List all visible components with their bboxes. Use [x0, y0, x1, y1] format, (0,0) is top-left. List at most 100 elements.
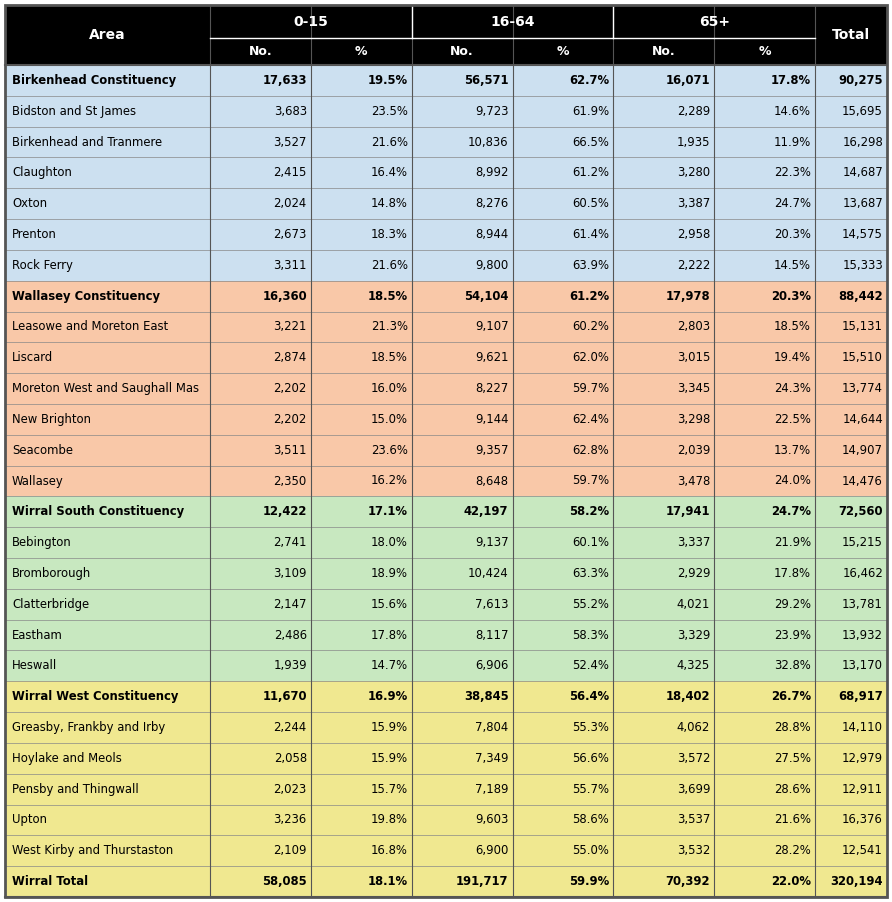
Text: 88,442: 88,442 [838, 290, 883, 302]
Text: 15.0%: 15.0% [371, 413, 408, 426]
Text: 16,298: 16,298 [842, 135, 883, 149]
Text: 14,476: 14,476 [842, 474, 883, 487]
Text: 62.0%: 62.0% [573, 351, 609, 364]
Text: 16,360: 16,360 [262, 290, 307, 302]
Text: 3,683: 3,683 [274, 105, 307, 118]
Text: 23.6%: 23.6% [371, 444, 408, 456]
Text: Leasowe and Moreton East: Leasowe and Moreton East [12, 320, 168, 334]
Text: 14,644: 14,644 [842, 413, 883, 426]
Text: 24.7%: 24.7% [774, 198, 811, 210]
Bar [5, 250, 887, 281]
Text: 17.8%: 17.8% [371, 629, 408, 641]
Bar [5, 496, 887, 528]
Bar [5, 96, 887, 126]
Text: 60.5%: 60.5% [573, 198, 609, 210]
Text: 12,911: 12,911 [842, 783, 883, 796]
Text: 6,906: 6,906 [475, 659, 508, 672]
Text: 22.5%: 22.5% [774, 413, 811, 426]
Text: 15.6%: 15.6% [371, 598, 408, 611]
Text: 8,944: 8,944 [475, 228, 508, 241]
Text: 13,774: 13,774 [842, 382, 883, 395]
Text: 8,992: 8,992 [475, 166, 508, 179]
Bar [5, 65, 887, 96]
Text: 2,058: 2,058 [274, 752, 307, 765]
Text: Wallasey Constituency: Wallasey Constituency [12, 290, 161, 302]
Text: 14,687: 14,687 [842, 166, 883, 179]
Bar [5, 866, 887, 897]
Text: 3,699: 3,699 [677, 783, 710, 796]
Text: 2,874: 2,874 [274, 351, 307, 364]
Text: Birkenhead Constituency: Birkenhead Constituency [12, 74, 177, 87]
Text: Rock Ferry: Rock Ferry [12, 259, 73, 272]
Text: 24.7%: 24.7% [771, 505, 811, 519]
Text: 3,298: 3,298 [677, 413, 710, 426]
Text: 19.5%: 19.5% [368, 74, 408, 87]
Text: 68,917: 68,917 [838, 690, 883, 704]
Text: 9,137: 9,137 [475, 536, 508, 549]
Text: 16-64: 16-64 [491, 14, 534, 29]
Text: 3,532: 3,532 [677, 844, 710, 857]
Text: 62.4%: 62.4% [573, 413, 609, 426]
Text: 62.8%: 62.8% [573, 444, 609, 456]
Text: 23.5%: 23.5% [371, 105, 408, 118]
Bar [5, 743, 887, 774]
Text: 20.3%: 20.3% [774, 228, 811, 241]
Text: 61.2%: 61.2% [569, 290, 609, 302]
Text: %: % [355, 45, 368, 58]
Text: Upton: Upton [12, 814, 47, 826]
Bar [5, 589, 887, 620]
Text: West Kirby and Thurstaston: West Kirby and Thurstaston [12, 844, 173, 857]
Text: 58.6%: 58.6% [573, 814, 609, 826]
Text: 3,345: 3,345 [677, 382, 710, 395]
Text: 3,109: 3,109 [273, 567, 307, 580]
Text: 3,015: 3,015 [677, 351, 710, 364]
Bar [5, 5, 887, 65]
Text: 15,333: 15,333 [842, 259, 883, 272]
Text: 7,804: 7,804 [475, 721, 508, 734]
Text: 21.3%: 21.3% [371, 320, 408, 334]
Text: 13,781: 13,781 [842, 598, 883, 611]
Text: 27.5%: 27.5% [774, 752, 811, 765]
Text: 59.9%: 59.9% [569, 875, 609, 888]
Text: 2,741: 2,741 [273, 536, 307, 549]
Text: 17,633: 17,633 [262, 74, 307, 87]
Text: Moreton West and Saughall Mas: Moreton West and Saughall Mas [12, 382, 199, 395]
Text: No.: No. [249, 45, 272, 58]
Text: Bebington: Bebington [12, 536, 71, 549]
Text: 55.0%: 55.0% [573, 844, 609, 857]
Text: 18.5%: 18.5% [774, 320, 811, 334]
Bar [5, 219, 887, 250]
Text: 3,329: 3,329 [677, 629, 710, 641]
Bar [5, 835, 887, 866]
Text: Eastham: Eastham [12, 629, 62, 641]
Text: 7,349: 7,349 [475, 752, 508, 765]
Text: Prenton: Prenton [12, 228, 57, 241]
Bar [5, 435, 887, 465]
Text: 3,537: 3,537 [677, 814, 710, 826]
Text: 72,560: 72,560 [838, 505, 883, 519]
Text: 14,907: 14,907 [842, 444, 883, 456]
Text: 16.0%: 16.0% [371, 382, 408, 395]
Text: 18.9%: 18.9% [371, 567, 408, 580]
Text: 7,189: 7,189 [475, 783, 508, 796]
Text: 60.2%: 60.2% [573, 320, 609, 334]
Text: 13,687: 13,687 [842, 198, 883, 210]
Text: 2,929: 2,929 [677, 567, 710, 580]
Bar [5, 404, 887, 435]
Text: 16.9%: 16.9% [368, 690, 408, 704]
Text: 24.0%: 24.0% [774, 474, 811, 487]
Bar [5, 620, 887, 650]
Text: 1,935: 1,935 [677, 135, 710, 149]
Text: 21.6%: 21.6% [371, 259, 408, 272]
Text: 21.9%: 21.9% [774, 536, 811, 549]
Text: Wallasey: Wallasey [12, 474, 63, 487]
Text: 16,462: 16,462 [842, 567, 883, 580]
Text: 2,109: 2,109 [273, 844, 307, 857]
Text: Hoylake and Meols: Hoylake and Meols [12, 752, 121, 765]
Text: Wirral West Constituency: Wirral West Constituency [12, 690, 178, 704]
Text: 56,571: 56,571 [464, 74, 508, 87]
Text: 3,572: 3,572 [677, 752, 710, 765]
Text: 28.6%: 28.6% [774, 783, 811, 796]
Text: 54,104: 54,104 [464, 290, 508, 302]
Text: 18,402: 18,402 [665, 690, 710, 704]
